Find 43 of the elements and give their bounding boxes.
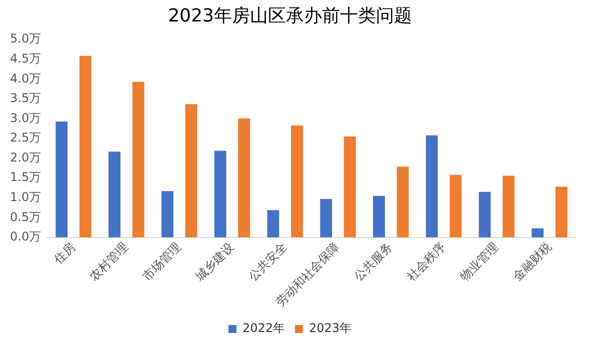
bar	[267, 210, 280, 238]
chart-title: 2023年房山区承办前十类问题	[168, 5, 412, 26]
y-tick-label: 1.0万	[10, 190, 42, 204]
x-tick-label: 公共安全	[246, 240, 290, 284]
y-tick-label: 3.0万	[10, 110, 42, 125]
bar	[108, 152, 120, 238]
x-tick-label: 金融财税	[510, 240, 554, 284]
bar	[396, 166, 409, 238]
x-tick-label: 物业管理	[457, 240, 501, 284]
x-tick-label: 农村管理	[86, 240, 131, 284]
x-tick-label: 社会秩序	[404, 240, 448, 284]
bar	[373, 196, 385, 238]
bar	[450, 174, 462, 238]
legend-label: 2023年	[309, 321, 352, 336]
y-tick-label: 2.0万	[10, 150, 42, 164]
y-tick-label: 0.5万	[10, 210, 42, 224]
x-tick-label: 公共服务	[351, 240, 396, 284]
x-tick-label: 城乡建设	[192, 240, 237, 284]
bar	[161, 191, 174, 238]
bar	[291, 125, 303, 238]
bar	[426, 135, 438, 238]
bar	[79, 56, 92, 238]
y-tick-label: 1.5万	[10, 170, 42, 184]
y-tick-label: 2.5万	[10, 130, 42, 145]
bar	[344, 136, 356, 238]
bar	[214, 150, 226, 238]
bar	[56, 122, 68, 238]
y-tick-label: 4.5万	[10, 52, 42, 66]
bar	[532, 228, 544, 238]
bar	[132, 82, 144, 238]
bar	[556, 186, 568, 238]
bar	[478, 192, 491, 238]
bar	[502, 176, 515, 238]
y-tick-label: 5.0万	[10, 32, 42, 46]
x-tick-label: 市场管理	[140, 240, 184, 284]
bar	[320, 199, 332, 238]
bar	[238, 118, 250, 238]
x-tick-label: 住房	[50, 240, 78, 268]
bar	[185, 104, 198, 238]
legend-label: 2022年	[242, 321, 286, 336]
y-tick-label: 0.0万	[10, 230, 42, 244]
y-tick-label: 4.0万	[10, 71, 42, 86]
y-tick-label: 3.5万	[10, 91, 42, 106]
